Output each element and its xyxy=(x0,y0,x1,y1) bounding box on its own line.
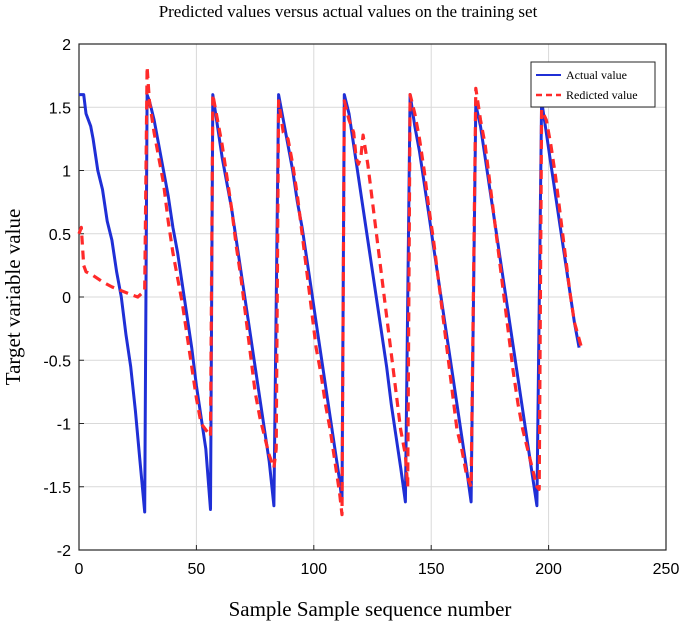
y-tick-label: 1 xyxy=(62,164,71,181)
y-tick-label: -1.5 xyxy=(43,480,71,497)
legend-box xyxy=(530,61,656,108)
x-tick-label: 100 xyxy=(300,561,327,578)
x-tick-label: 250 xyxy=(653,561,680,578)
chart-title: Predicted values versus actual values on… xyxy=(159,2,538,21)
series-lines xyxy=(77,65,584,517)
x-axis-label: Sample Sample sequence number xyxy=(229,597,512,621)
y-axis-ticks: 2 1.5 1 0.5 0 -0.5 -1 -1.5 -2 xyxy=(43,37,84,560)
y-axis-label: Target variable value xyxy=(1,209,25,386)
legend: Actual value Redicted value xyxy=(530,61,656,108)
y-tick-label: -0.5 xyxy=(43,353,71,370)
y-tick-label: 1.5 xyxy=(49,100,71,117)
y-tick-label: 0.5 xyxy=(49,227,71,244)
legend-label-predicted: Redicted value xyxy=(566,88,638,102)
series-line-predicted xyxy=(77,65,584,517)
y-tick-label: -2 xyxy=(57,543,71,560)
x-tick-label: 0 xyxy=(75,561,84,578)
x-tick-label: 200 xyxy=(535,561,562,578)
y-tick-label: 2 xyxy=(62,37,71,54)
y-tick-label: -1 xyxy=(57,417,71,434)
x-tick-label: 150 xyxy=(418,561,445,578)
x-axis-ticks: 0 50 100 150 200 250 xyxy=(75,545,680,578)
x-tick-label: 50 xyxy=(188,561,206,578)
y-tick-label: 0 xyxy=(62,290,71,307)
legend-label-actual: Actual value xyxy=(566,68,627,82)
